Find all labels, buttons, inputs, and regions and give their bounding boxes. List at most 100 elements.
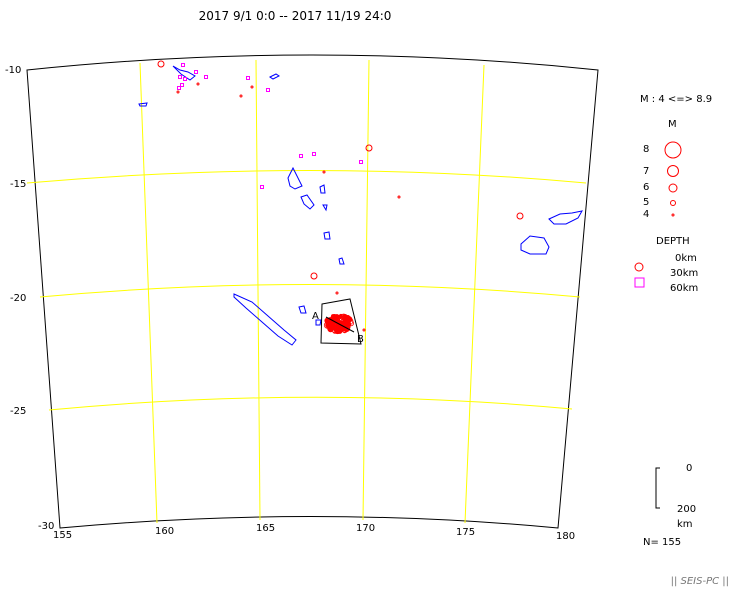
section-line [325,316,355,333]
quake-square-4 [204,75,208,79]
coastline-3 [287,166,303,190]
depth-label-60: 60km [670,283,698,294]
coastline-5 [319,184,326,194]
cluster-quake-99 [338,313,343,318]
lat-label-20: -20 [10,293,26,304]
lon-label-155: 155 [53,530,72,541]
magnitude-symbol-6 [668,183,678,193]
quake-circle-1 [365,144,373,152]
depth-title: DEPTH [656,236,690,247]
coastline-13 [138,102,148,107]
magnitude-label-4: 4 [643,209,649,220]
magnitude-symbol-7 [667,165,679,177]
cluster-quake-104 [326,322,334,330]
cluster-quake-108 [341,327,348,333]
magnitude-legend: M : 4 <=> 8.9 M 8 7 6 5 4 [640,94,712,220]
parallel-line-2 [48,396,573,411]
depth-symbol-30 [634,262,644,272]
longitude-labels: 155 160 165 170 175 180 [53,523,575,542]
quake-square-0 [181,63,185,67]
coastline-8 [338,257,345,265]
section-box [320,298,362,345]
meridian-line-0 [139,62,158,524]
quake-square-3 [180,83,184,87]
meridian-line-1 [255,59,261,521]
lat-label-15: -15 [10,179,26,190]
coastline-0 [233,293,297,346]
quake-square-5 [246,76,250,80]
quake-circle-4 [397,195,401,199]
section-label-a: A [312,311,319,322]
map-frame [26,54,599,529]
software-credit: || SEIS-PC || [670,576,729,587]
magnitude-symbol-4 [671,213,675,217]
coastlines [138,65,583,346]
magnitude-range: M : 4 <=> 8.9 [640,94,712,105]
quake-square-9 [359,160,363,164]
parallel-line-0 [26,170,587,184]
quake-square-1 [178,75,182,79]
quake-circle-2 [516,212,524,220]
depth-scale-bottom: 200 [677,504,696,515]
coastline-4 [300,194,315,210]
event-count: N= 155 [643,537,681,548]
depth-scale-bracket [655,467,660,509]
earthquake-markers [157,60,524,335]
coastline-10 [315,319,322,326]
quake-square-11 [194,70,198,74]
coastline-11 [172,65,196,81]
coastline-12 [269,73,280,80]
meridian-line-2 [362,59,370,521]
quake-circle-7 [362,328,366,332]
lon-label-180: 180 [556,531,575,542]
cross-section: A B [312,298,364,345]
cluster-quake-103 [329,323,333,327]
cluster-quake-119 [344,321,352,328]
magnitude-symbol-8 [664,141,682,159]
magnitude-symbol-5 [670,200,676,206]
cluster-quake-118 [337,327,341,331]
lon-label-165: 165 [256,523,275,534]
coastline-1 [520,235,550,255]
parallel-line-1 [39,284,581,298]
section-label-b: B [357,334,364,345]
lat-label-10: -10 [5,65,21,76]
quake-square-2 [183,77,187,81]
depth-scale-unit: km [677,519,693,530]
quake-circle-11 [176,90,180,94]
magnitude-label-6: 6 [643,182,649,193]
graticule [26,59,587,524]
cluster-quake-91 [325,319,329,324]
coastline-6 [322,204,328,212]
depth-label-30: 30km [670,268,698,279]
meridian-line-3 [464,64,485,524]
cluster-quake-116 [334,330,338,333]
lon-label-160: 160 [155,526,174,537]
depth-symbol-60 [634,277,645,288]
quake-circle-6 [335,291,339,295]
lat-label-30: -30 [38,521,54,532]
cluster-quake-113 [330,315,338,323]
quake-circle-0 [157,60,165,68]
depth-legend: DEPTH 0km 30km 60km [634,236,698,294]
quake-square-8 [312,152,316,156]
coastline-7 [323,231,331,240]
magnitude-label-8: 8 [643,144,649,155]
depth-scale-top: 0 [686,463,692,474]
coastline-2 [548,210,583,225]
quake-square-6 [266,88,270,92]
lon-label-170: 170 [356,523,375,534]
magnitude-label-7: 7 [643,166,649,177]
lon-label-175: 175 [456,527,475,538]
quake-circle-5 [322,170,326,174]
latitude-labels: -10 -15 -20 -25 -30 [5,65,54,532]
map-title: 2017 9/1 0:0 -- 2017 11/19 24:0 [199,9,392,23]
lat-label-25: -25 [10,406,26,417]
depth-label-0: 0km [675,253,697,264]
quake-square-7 [299,154,303,158]
quake-square-10 [260,185,264,189]
depth-scale-bar: 0 200 km N= 155 [643,463,696,548]
cluster-quake-107 [341,316,347,322]
